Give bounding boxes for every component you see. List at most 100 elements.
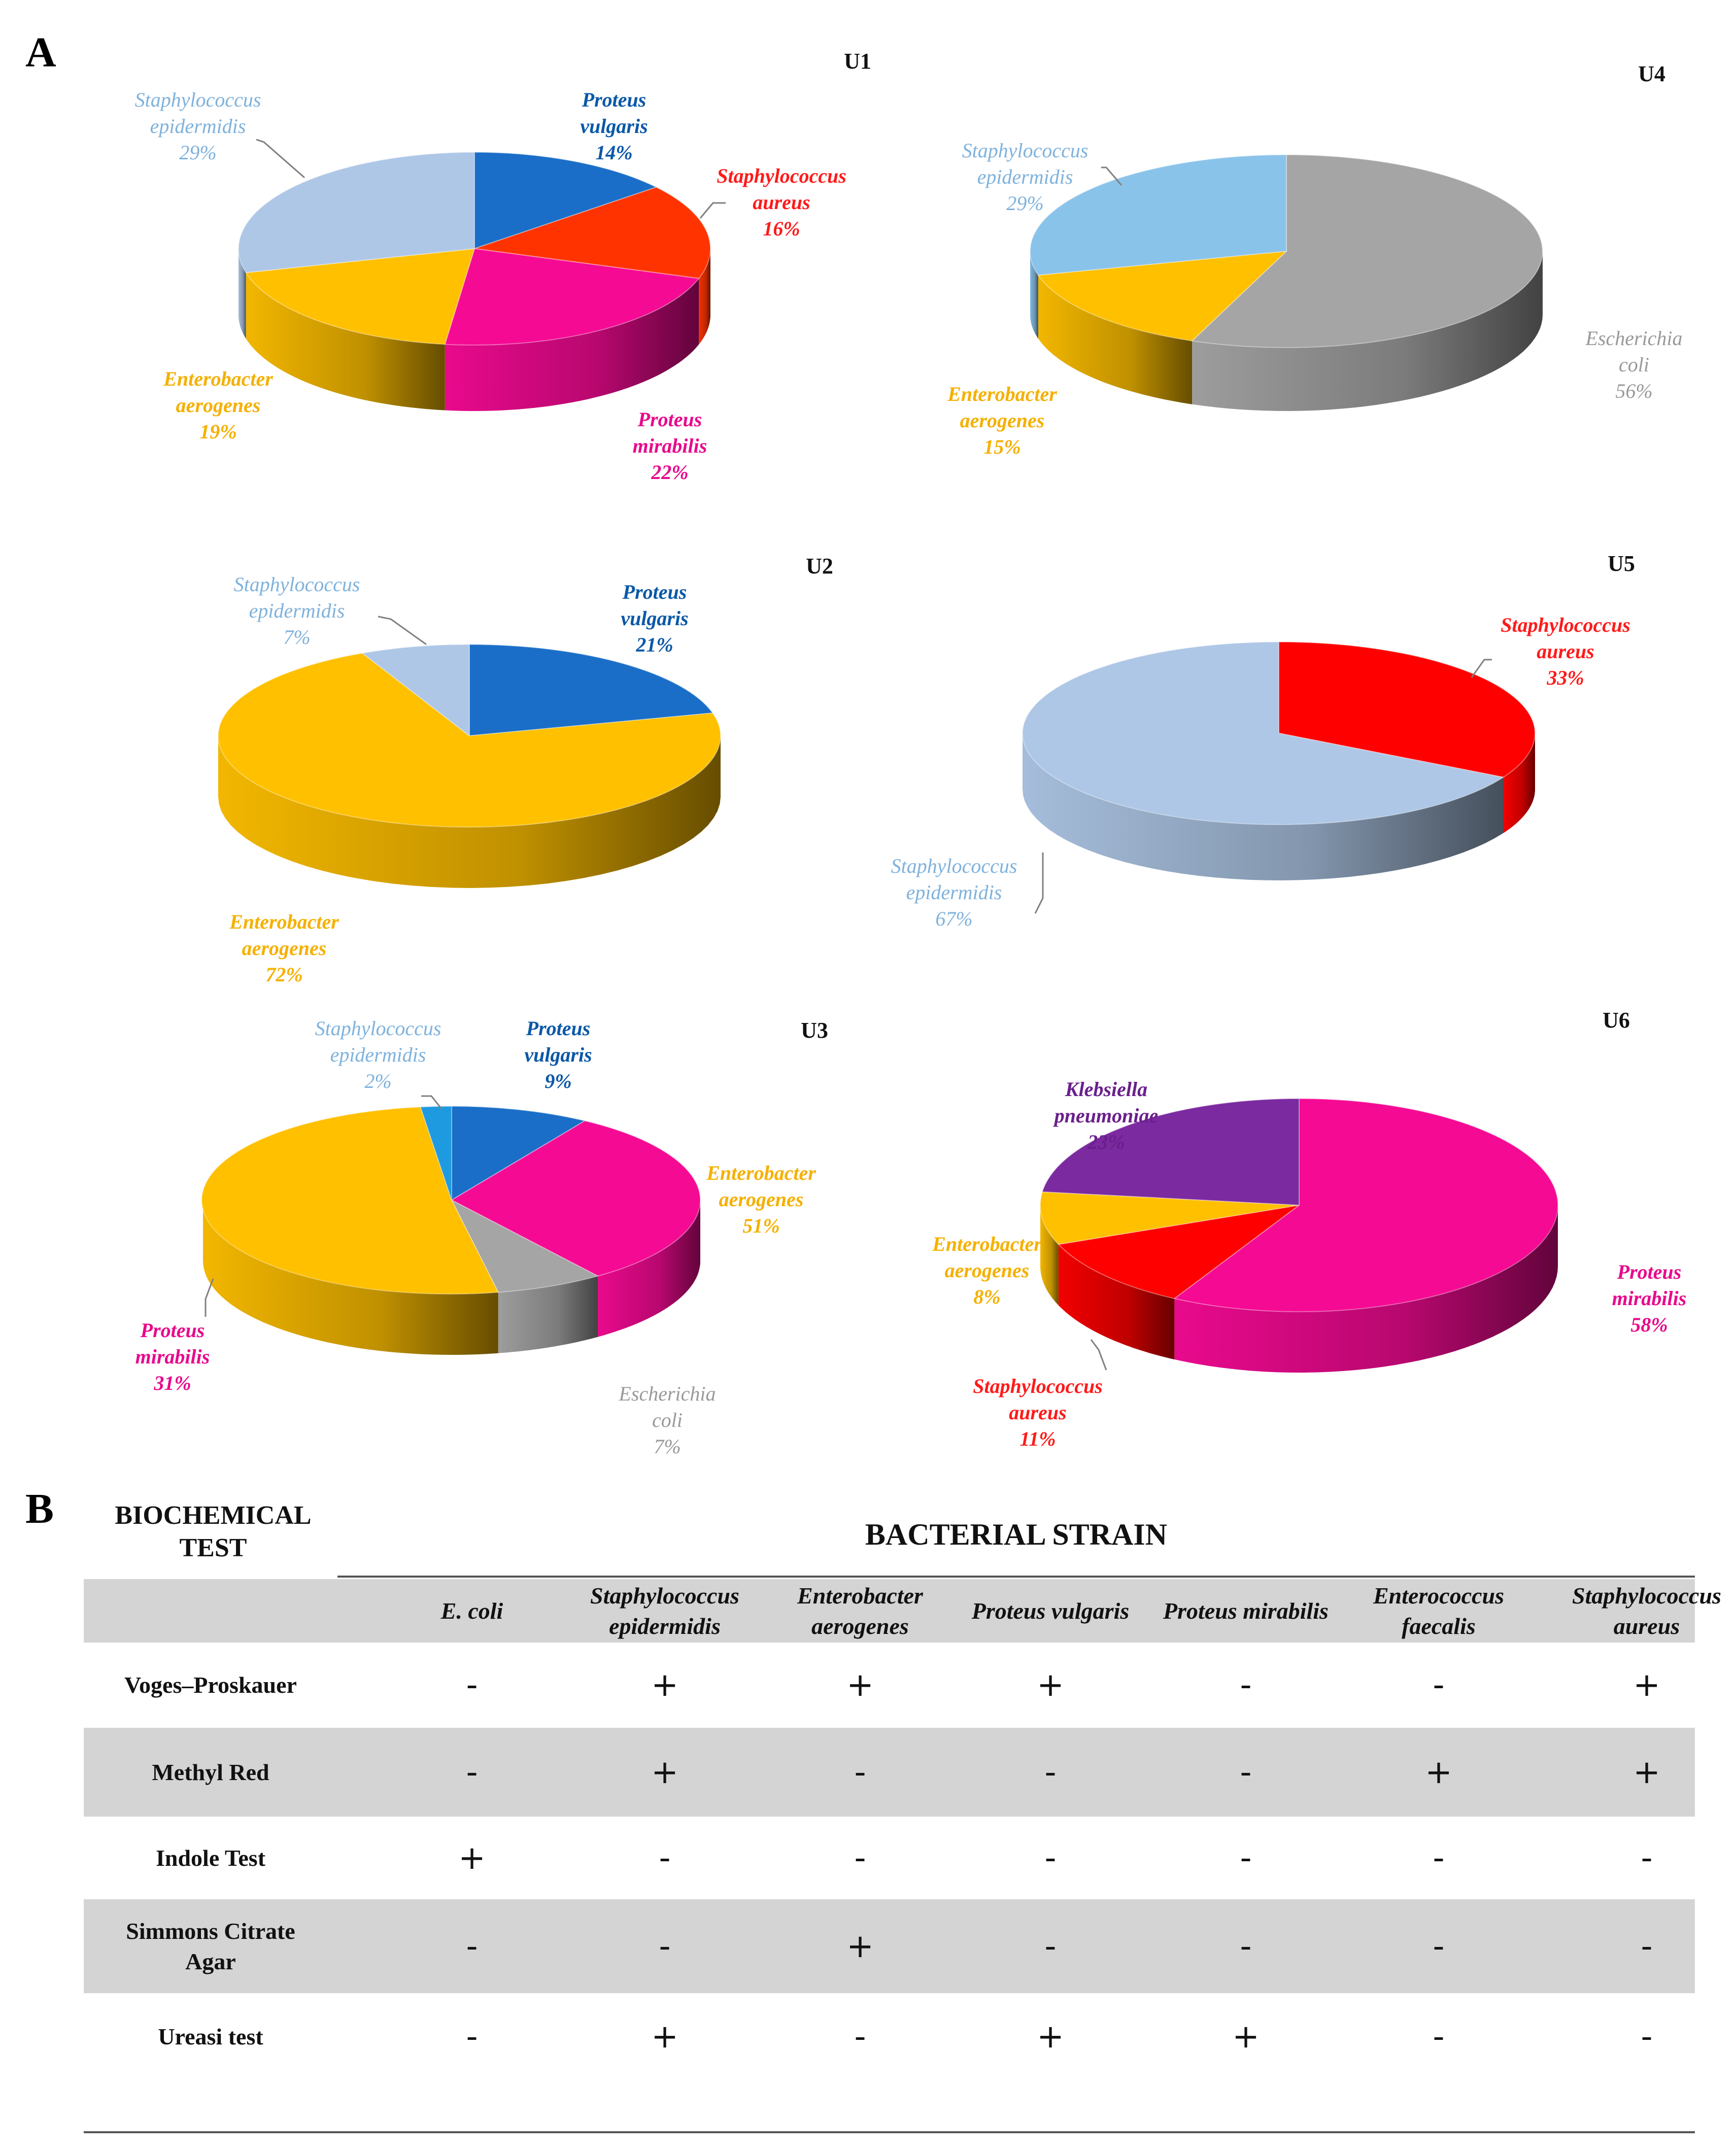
slice-label-5-2: Enterobacter aerogenes 8% [932, 1233, 1042, 1308]
pie-slice-2-2 [361, 643, 470, 737]
pie-slice-1-0 [1190, 154, 1543, 348]
result-cell-1-3: - [1044, 1753, 1057, 1791]
pie-side-shade-5-2 [1040, 1205, 1059, 1306]
result-cell-4-2: - [854, 2018, 866, 2056]
result-cell-3-1: - [659, 1927, 671, 1965]
result-cell-2-5: - [1433, 1839, 1445, 1877]
pie-slice-1-1 [1037, 250, 1288, 342]
slice-label-5-1: Staphylococcus aureus 11% [973, 1375, 1103, 1450]
leader-line-0-1 [699, 202, 726, 219]
column-header-3: Proteus vulgaris [971, 1597, 1130, 1624]
row-test-name-4: Ureasi test [158, 2024, 263, 2050]
table-title-test: BIOCHEMICAL TEST [115, 1501, 312, 1562]
pie-side-shade-4-1 [598, 1200, 700, 1337]
column-header-5: Enterococcus faecalis [1373, 1582, 1505, 1639]
result-cell-3-4: - [1240, 1927, 1252, 1965]
slice-label-4-3: Enterobacter aerogenes 51% [706, 1162, 816, 1237]
slice-label-0-3: Enterobacter aerogenes 19% [163, 367, 273, 443]
pie-slice-5-0 [1173, 1098, 1559, 1312]
result-cell-4-3: + [1037, 2018, 1064, 2056]
pie-charts: U1 Proteus vulgaris 14% Staphylococcus aureus… [135, 49, 1687, 1458]
result-cell-1-2: - [854, 1753, 866, 1791]
result-cell-1-0: - [466, 1753, 478, 1791]
table-row: Ureasi test - + - + + - - [84, 1993, 1695, 2080]
chart-title-4: U3 [801, 1018, 828, 1043]
column-header-2: Enterobacter aerogenes [797, 1582, 923, 1639]
table-row: Indole Test + - - - - - - [84, 1817, 1695, 1899]
result-cell-0-3: + [1037, 1666, 1064, 1704]
chart-title-3: U5 [1608, 551, 1635, 576]
pie-chart-0: U1 Proteus vulgaris 14% Staphylococcus aureus… [135, 49, 871, 484]
pie-side-shade-1-0 [1192, 251, 1543, 411]
slice-label-3-1: Staphylococcus epidermidis 67% [891, 855, 1017, 930]
pie-slice-3-0 [1278, 641, 1536, 778]
table-row: Simmons Citrate Agar - - + - - - - [84, 1899, 1695, 1993]
pie-side-shade-0-1 [699, 249, 710, 345]
column-header-4: Proteus mirabilis [1163, 1597, 1329, 1624]
slice-label-1-2: Staphylococcus epidermidis 29% [962, 139, 1088, 215]
result-cell-0-5: - [1433, 1666, 1445, 1704]
column-header-1: Staphylococcus epidermidis [590, 1582, 739, 1639]
pie-slice-5-3 [1041, 1098, 1300, 1206]
result-cell-2-2: - [854, 1839, 866, 1877]
pie-slice-5-2 [1040, 1191, 1300, 1245]
chart-title-0: U1 [844, 49, 871, 74]
result-cell-2-3: - [1044, 1839, 1057, 1877]
pie-slice-0-3 [245, 248, 475, 345]
column-header-0: E. coli [440, 1597, 503, 1624]
leader-line-1-2 [1101, 166, 1122, 186]
pie-side-shade-1-2 [1030, 251, 1038, 339]
result-cell-0-4: - [1240, 1666, 1252, 1704]
leader-line-2-2 [378, 616, 427, 645]
slice-label-0-1: Staphylococcus aureus 16% [717, 164, 846, 240]
result-cell-1-5: + [1425, 1753, 1452, 1791]
pie-side-shade-0-2 [445, 278, 699, 411]
slice-label-2-1: Enterobacter aerogenes 72% [229, 910, 339, 986]
pie-side-shade-3-1 [1023, 733, 1504, 880]
result-cell-2-6: - [1641, 1839, 1653, 1877]
slice-label-5-3: Klebsiella pneumoniae 23% [1053, 1078, 1158, 1153]
result-cell-4-4: + [1232, 2018, 1260, 2056]
slice-label-3-0: Staphylococcus aureus 33% [1501, 613, 1630, 689]
pie-slice-0-4 [238, 151, 475, 274]
result-cell-3-6: - [1641, 1927, 1653, 1965]
slice-label-0-4: Staphylococcus epidermidis 29% [135, 88, 261, 164]
result-cell-2-0: + [458, 1839, 486, 1877]
table-bottom-rule [84, 2131, 1695, 2133]
table-header-row: E. coli Staphylococcus epidermidis Enterob… [84, 1579, 1721, 1643]
slice-label-0-0: Proteus vulgaris 14% [580, 88, 648, 164]
panel-b-letter: B [25, 1485, 54, 1532]
leader-line-3-1 [1034, 852, 1044, 914]
pie-chart-1: U4 Escherichia coli 56% Enterobacter aerogene… [947, 61, 1682, 458]
slice-label-5-0: Proteus mirabilis 58% [1612, 1260, 1687, 1336]
slice-label-4-2: Escherichia coli 7% [618, 1382, 716, 1458]
pie-slice-0-1 [474, 186, 711, 279]
slice-label-0-2: Proteus mirabilis 22% [633, 408, 707, 484]
slice-label-2-2: Staphylococcus epidermidis 7% [234, 573, 360, 648]
slice-label-1-0: Escherichia coli 56% [1585, 327, 1682, 402]
slice-label-4-1: Proteus mirabilis 31% [135, 1319, 210, 1394]
pie-side-shade-1-1 [1038, 275, 1193, 404]
pie-side-shade-4-2 [498, 1276, 598, 1353]
pie-slice-3-1 [1022, 641, 1505, 825]
row-test-name-1: Methyl Red [152, 1759, 269, 1785]
biochemical-test-table: BIOCHEMICAL TEST BACTERIAL STRAIN E. col… [84, 1489, 1721, 2144]
pie-slice-4-4 [420, 1105, 452, 1201]
table-top-rule [337, 1576, 1695, 1578]
column-header-6: Staphylococcus aureus [1572, 1582, 1721, 1639]
leader-line-4-4 [421, 1095, 442, 1109]
pie-chart-2: U2 Proteus vulgaris 21% Enterobacter aerogene… [217, 554, 833, 986]
pie-chart-3: U5 Staphylococcus aureus 33% Staphylococcus e… [891, 551, 1635, 930]
result-cell-4-0: - [466, 2018, 478, 2056]
panel-a-letter: A [25, 29, 56, 76]
pie-slice-0-2 [444, 248, 700, 346]
pie-slice-2-0 [469, 643, 714, 737]
pie-slice-0-0 [474, 151, 658, 250]
leader-line-4-3 [205, 1278, 214, 1317]
result-cell-1-6: + [1633, 1753, 1660, 1791]
pie-side-shade-5-0 [1174, 1205, 1558, 1373]
result-cell-0-1: + [651, 1666, 678, 1704]
leader-line-5-1 [1090, 1339, 1107, 1371]
leader-line-0-4 [256, 139, 305, 179]
leader-line-3-0 [1471, 659, 1492, 678]
